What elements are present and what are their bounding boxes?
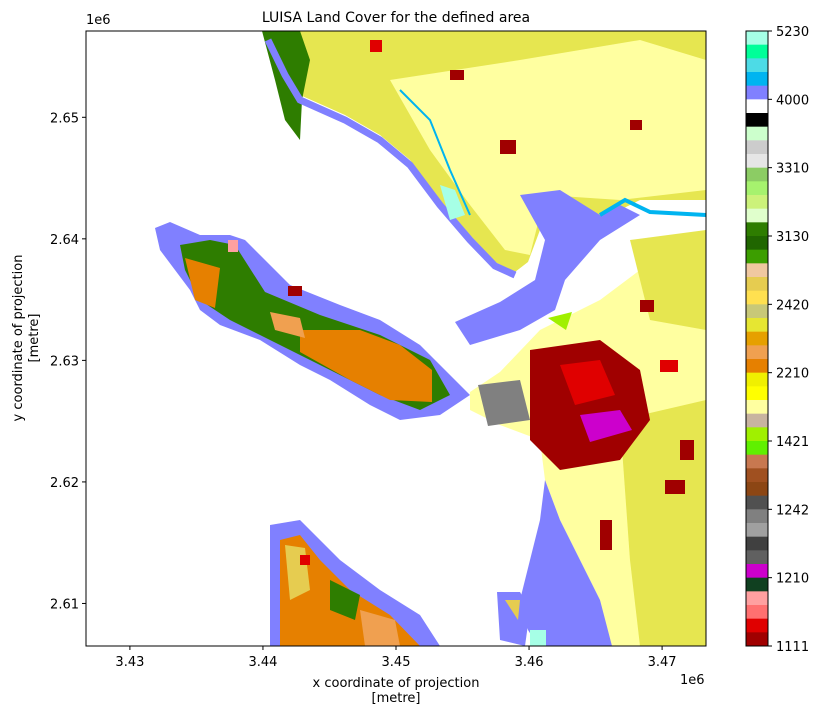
colorbar-tick-label: 1210 bbox=[776, 572, 809, 587]
x-tick-label: 3.43 bbox=[115, 655, 144, 670]
colorbar-band bbox=[746, 523, 768, 538]
colorbar-band bbox=[746, 359, 768, 374]
colorbar-band bbox=[746, 72, 768, 87]
colorbar-band bbox=[746, 113, 768, 128]
colorbar-band bbox=[746, 304, 768, 319]
colorbar-band bbox=[746, 550, 768, 565]
colorbar-band bbox=[746, 331, 768, 346]
colorbar-band bbox=[746, 154, 768, 169]
colorbar-band bbox=[746, 482, 768, 497]
y-tick-label: 2.63 bbox=[50, 354, 79, 369]
colorbar-band bbox=[746, 318, 768, 333]
colorbar-band bbox=[746, 126, 768, 141]
y-axis-label: [metre] bbox=[27, 314, 42, 363]
colorbar-tick-label: 1421 bbox=[776, 435, 809, 450]
colorbar-band bbox=[746, 413, 768, 428]
x-axis-label: x coordinate of projection bbox=[313, 676, 480, 691]
colorbar-band bbox=[746, 441, 768, 456]
colorbar-tick-label: 4000 bbox=[776, 93, 809, 108]
y-offset-label: 1e6 bbox=[86, 13, 111, 28]
colorbar-band bbox=[746, 618, 768, 633]
colorbar-band bbox=[746, 99, 768, 114]
colorbar-band bbox=[746, 454, 768, 469]
colorbar-band bbox=[746, 140, 768, 155]
colorbar-band bbox=[746, 263, 768, 278]
colorbar-band bbox=[746, 509, 768, 524]
colorbar-band bbox=[746, 577, 768, 592]
colorbar-tick-label: 5230 bbox=[776, 25, 809, 40]
x-tick-label: 3.44 bbox=[248, 655, 277, 670]
colorbar-tick-label: 1111 bbox=[776, 640, 809, 655]
x-axis-label: [metre] bbox=[372, 691, 421, 706]
colorbar-band bbox=[746, 195, 768, 210]
colorbar-band bbox=[746, 44, 768, 59]
colorbar-tick-label: 2210 bbox=[776, 367, 809, 382]
colorbar-band bbox=[746, 208, 768, 223]
y-tick-label: 2.62 bbox=[50, 476, 79, 491]
colorbar-band bbox=[746, 58, 768, 73]
colorbar-band bbox=[746, 372, 768, 387]
x-tick-label: 3.45 bbox=[382, 655, 411, 670]
colorbar-band bbox=[746, 400, 768, 415]
colorbar-band bbox=[746, 345, 768, 360]
chart-title: LUISA Land Cover for the defined area bbox=[262, 10, 530, 26]
y-tick-label: 2.61 bbox=[50, 597, 79, 612]
colorbar-band bbox=[746, 564, 768, 579]
colorbar-band bbox=[746, 222, 768, 237]
x-offset-label: 1e6 bbox=[680, 673, 705, 688]
colorbar-frame bbox=[745, 30, 769, 647]
colorbar-band bbox=[746, 290, 768, 305]
colorbar-band bbox=[746, 591, 768, 606]
colorbar-band bbox=[746, 495, 768, 510]
x-tick-label: 3.46 bbox=[515, 655, 544, 670]
y-tick-label: 2.64 bbox=[50, 233, 79, 248]
colorbar-band bbox=[746, 386, 768, 401]
colorbar-band bbox=[746, 236, 768, 251]
colorbar-tick-label: 2420 bbox=[776, 298, 809, 313]
colorbar-band bbox=[746, 249, 768, 264]
colorbar-band bbox=[746, 605, 768, 620]
land-cover-map bbox=[155, 31, 706, 646]
colorbar-band bbox=[746, 167, 768, 182]
colorbar-tick-label: 3130 bbox=[776, 230, 809, 245]
colorbar-band bbox=[746, 468, 768, 483]
colorbar-tick-label: 1242 bbox=[776, 503, 809, 518]
colorbar-band bbox=[746, 632, 768, 647]
y-axis-label: y coordinate of projection bbox=[11, 255, 26, 422]
colorbar-band bbox=[746, 277, 768, 292]
colorbar-tick-label: 3310 bbox=[776, 162, 809, 177]
colorbar-band bbox=[746, 536, 768, 551]
colorbar-band bbox=[746, 85, 768, 100]
y-tick-label: 2.65 bbox=[50, 111, 79, 126]
colorbar-band bbox=[746, 181, 768, 196]
x-tick-label: 3.47 bbox=[648, 655, 677, 670]
colorbar-band bbox=[746, 427, 768, 442]
colorbar-band bbox=[746, 31, 768, 46]
